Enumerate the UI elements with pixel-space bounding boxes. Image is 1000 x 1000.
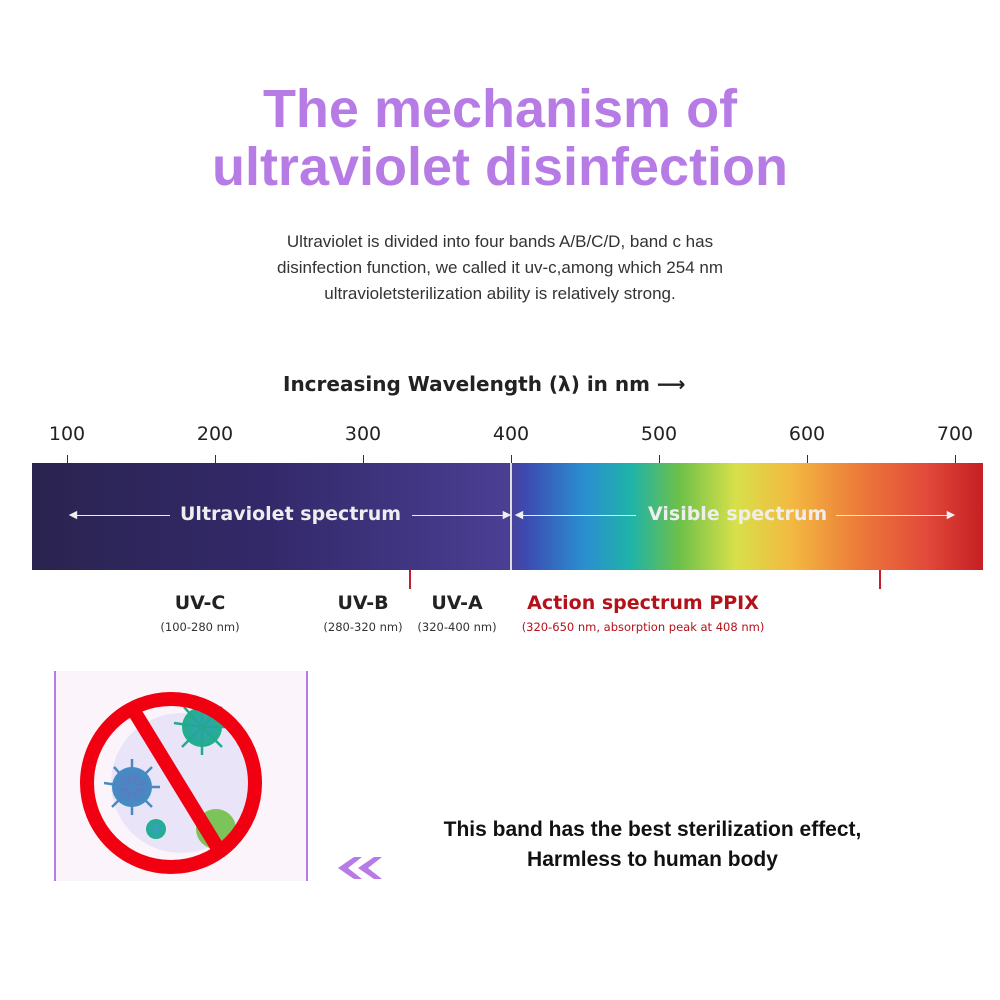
tick-mark bbox=[511, 455, 512, 465]
band-uva-range: (320-400 nm) bbox=[417, 620, 497, 634]
band-uva-name: UV-A bbox=[431, 592, 483, 614]
ultraviolet-label: Ultraviolet spectrum bbox=[180, 503, 402, 525]
tick-mark bbox=[955, 455, 956, 465]
no-virus-icon bbox=[80, 692, 262, 874]
band-uvc-name: UV-C bbox=[174, 592, 226, 614]
band-uvb-name: UV-B bbox=[337, 592, 389, 614]
spectrum-bar bbox=[32, 463, 983, 570]
arrow-line bbox=[836, 515, 950, 516]
arrow-left-icon: ◄ bbox=[512, 506, 526, 522]
tick-mark bbox=[67, 455, 68, 465]
arrow-left-icon: ◄ bbox=[66, 506, 80, 522]
band-uvc-range: (100-280 nm) bbox=[160, 620, 240, 634]
description: Ultraviolet is divided into four bands A… bbox=[200, 229, 800, 307]
tick-mark bbox=[807, 455, 808, 465]
double-chevron-left-icon bbox=[338, 857, 382, 879]
title-line-2: ultraviolet disinfection bbox=[211, 137, 789, 197]
arrow-line bbox=[518, 515, 636, 516]
tick-label: 200 bbox=[196, 423, 234, 445]
tick-label: 400 bbox=[492, 423, 530, 445]
axis-title: Increasing Wavelength (λ) in nm ⟶ bbox=[283, 372, 686, 396]
tick-mark bbox=[363, 455, 364, 465]
description-line: disinfection function, we called it uv-c… bbox=[276, 258, 723, 277]
ppix-name: Action spectrum PPIX bbox=[527, 592, 759, 614]
statement-line-1: This band has the best sterilization eff… bbox=[443, 818, 862, 841]
description-line: Ultraviolet is divided into four bands A… bbox=[286, 232, 714, 251]
tick-label: 300 bbox=[344, 423, 382, 445]
arrow-right-icon: ► bbox=[500, 506, 514, 522]
title-line-1: The mechanism of bbox=[262, 79, 738, 139]
range-marker bbox=[879, 570, 881, 589]
ppix-range: (320-650 nm, absorption peak at 408 nm) bbox=[521, 620, 765, 634]
description-line: ultravioletsterilization ability is rela… bbox=[324, 284, 676, 303]
arrow-line bbox=[412, 515, 506, 516]
no-virus-illustration bbox=[54, 671, 308, 881]
range-marker bbox=[409, 570, 411, 589]
spectrum-divider bbox=[510, 463, 512, 570]
tick-mark bbox=[215, 455, 216, 465]
tick-label: 500 bbox=[640, 423, 678, 445]
tick-label: 600 bbox=[788, 423, 826, 445]
tick-label: 100 bbox=[48, 423, 86, 445]
arrow-right-icon: ► bbox=[944, 506, 958, 522]
visible-label: Visible spectrum bbox=[648, 503, 828, 525]
tick-mark bbox=[659, 455, 660, 465]
band-uvb-range: (280-320 nm) bbox=[323, 620, 403, 634]
arrow-line bbox=[72, 515, 170, 516]
tick-label: 700 bbox=[936, 423, 974, 445]
statement-line-2: Harmless to human body bbox=[527, 848, 778, 871]
